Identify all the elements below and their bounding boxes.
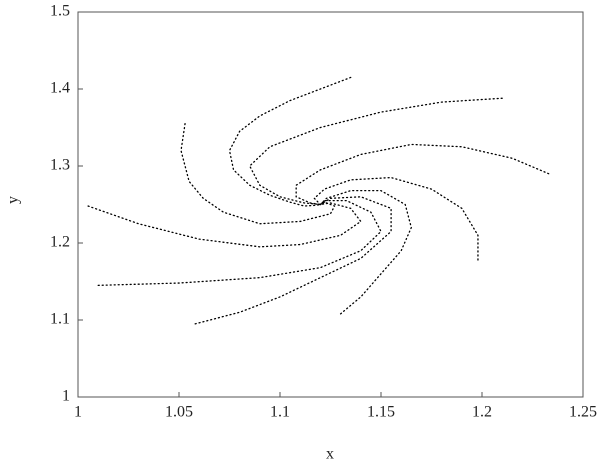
trajectory (313, 176, 479, 261)
y-axis-label: y (5, 196, 22, 204)
x-tick-label: 1.05 (165, 404, 193, 421)
trajectory (228, 76, 352, 207)
y-tick-label: 1 (62, 388, 70, 405)
trajectory (248, 97, 503, 206)
y-tick-label: 1.3 (50, 157, 70, 174)
trajectory (87, 202, 362, 248)
x-tick-label: 1.2 (472, 404, 492, 421)
trajectory (295, 143, 550, 206)
x-tick-label: 1 (74, 404, 82, 421)
y-tick-label: 1.2 (50, 234, 70, 251)
y-tick-label: 1.5 (50, 3, 70, 20)
trajectory (180, 123, 336, 225)
trajectory (194, 196, 392, 325)
x-tick-label: 1.15 (367, 404, 395, 421)
x-axis-label: x (326, 446, 334, 463)
x-tick-label: 1.1 (270, 404, 290, 421)
trajectory (97, 200, 382, 286)
x-tick-label: 1.25 (569, 404, 597, 421)
plot-frame (77, 11, 584, 398)
y-tick-label: 1.1 (50, 311, 70, 328)
trajectory (319, 189, 412, 315)
y-tick-label: 1.4 (50, 80, 70, 97)
